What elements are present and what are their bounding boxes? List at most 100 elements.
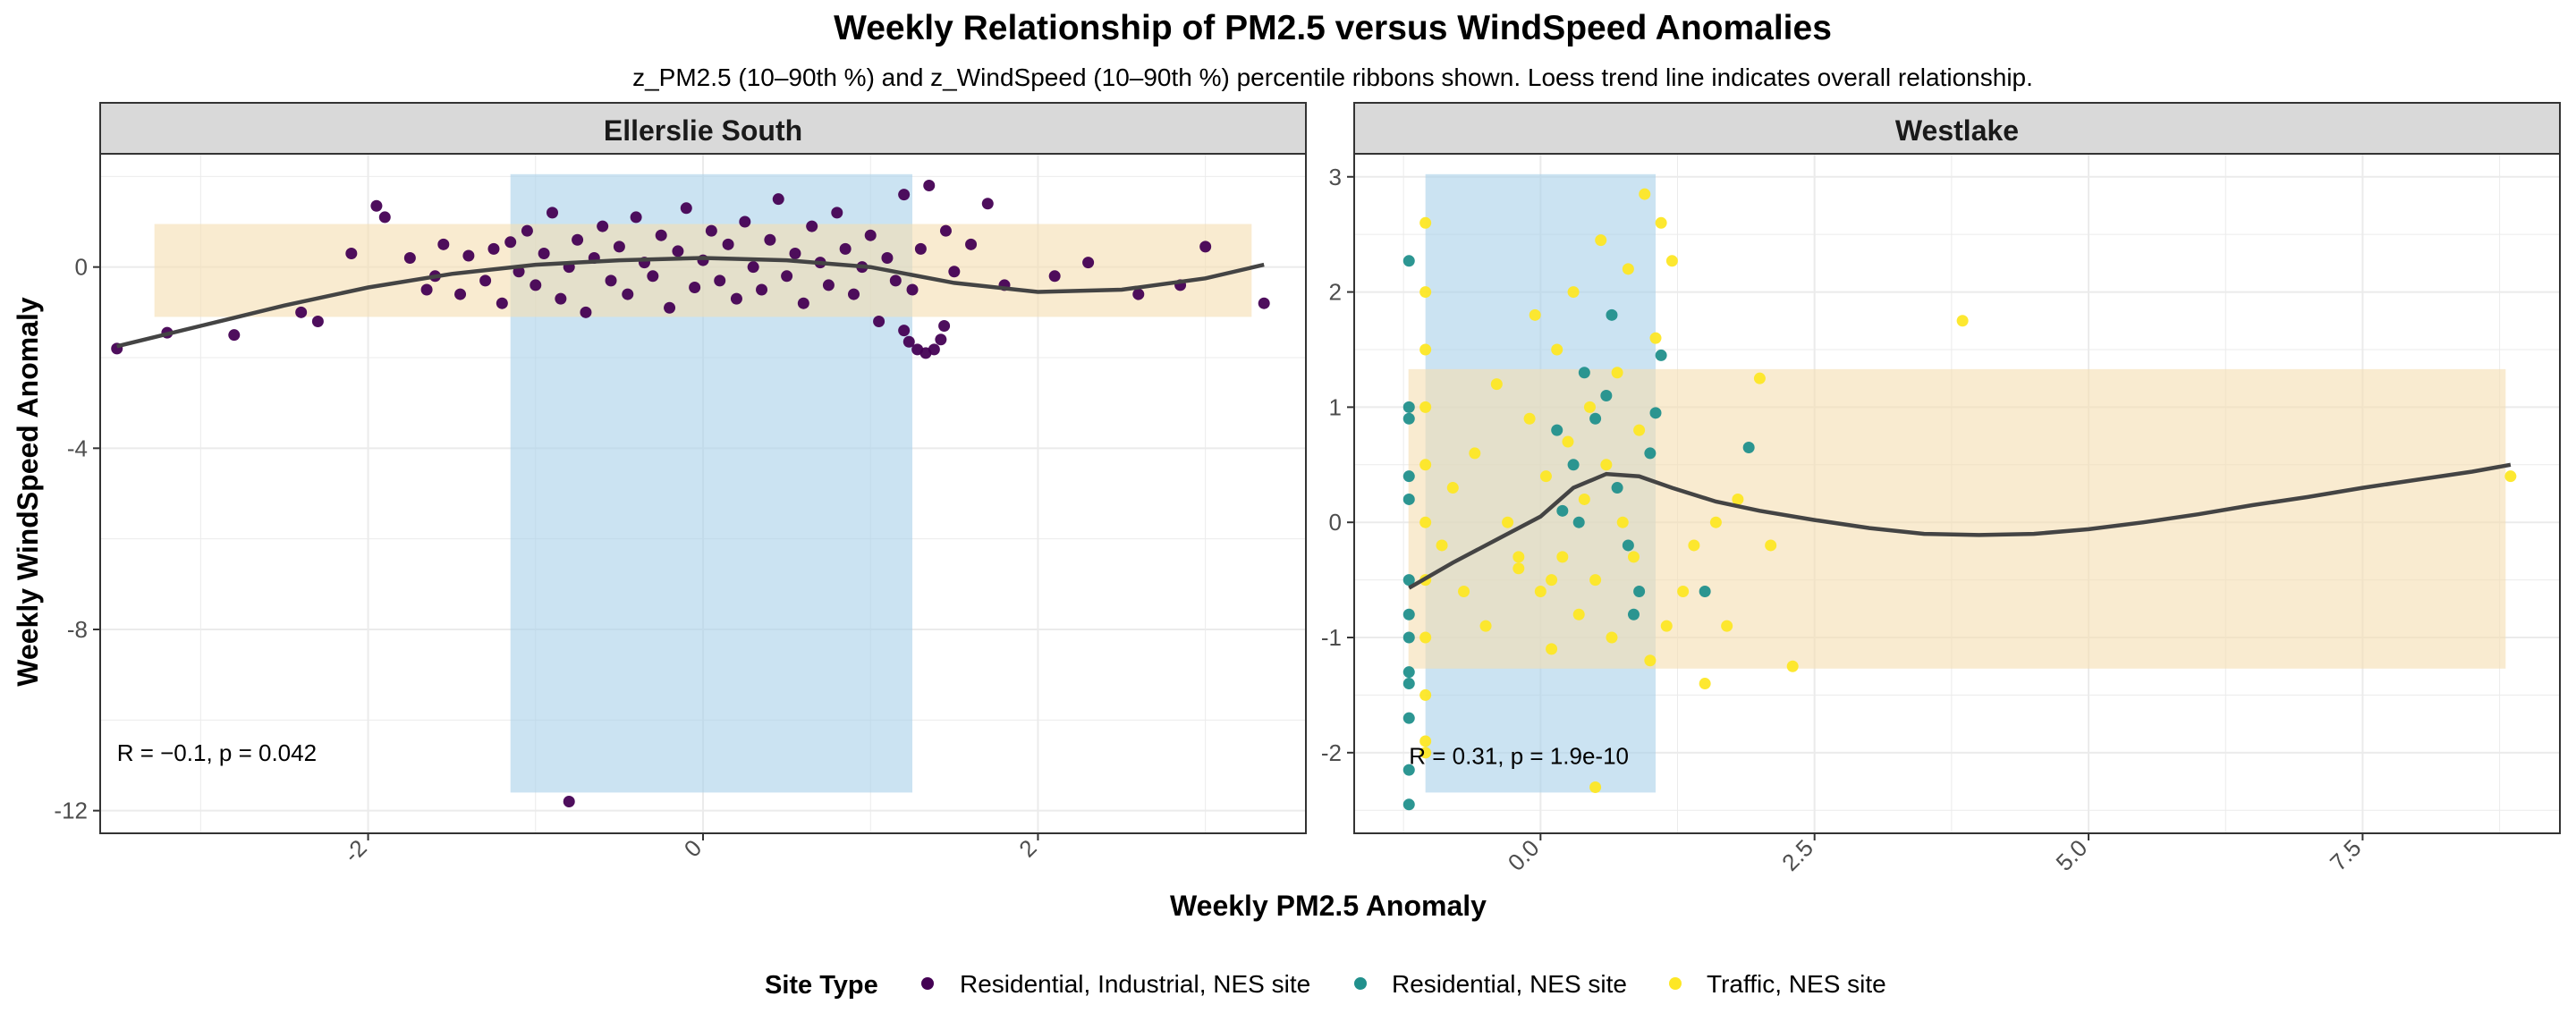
y-tick-label: 3 [1329, 164, 1342, 190]
data-point [1578, 367, 1590, 379]
legend-title: Site Type [765, 971, 878, 1000]
data-point [1402, 678, 1415, 690]
data-point [1419, 401, 1432, 413]
legend: Site Type Residential, Industrial, NES s… [765, 970, 1886, 1000]
data-point [1436, 539, 1448, 552]
data-point [1649, 407, 1662, 419]
data-point [1534, 585, 1546, 597]
data-point [403, 252, 416, 265]
data-point [454, 288, 467, 300]
data-point [1556, 551, 1569, 563]
data-point [764, 233, 776, 246]
y-tick-label: 0 [75, 254, 88, 281]
legend-label: Traffic, NES site [1707, 970, 1886, 998]
data-point [1606, 631, 1618, 644]
data-point [1402, 401, 1415, 413]
data-point [1529, 308, 1541, 321]
data-point [572, 233, 584, 246]
data-point [730, 292, 742, 305]
chart-subtitle: z_PM2.5 (10–90th %) and z_WindSpeed (10–… [632, 63, 2033, 91]
panel-strip-label: Westlake [1895, 114, 2019, 147]
data-point [1622, 539, 1634, 552]
data-point [1578, 493, 1590, 505]
data-point [1572, 608, 1585, 621]
data-point [1132, 288, 1145, 300]
data-point [806, 220, 818, 232]
data-point [1402, 631, 1415, 644]
x-tick-label: 5.0 [2051, 834, 2093, 876]
data-point [295, 306, 308, 318]
data-point [487, 242, 500, 255]
data-point [1402, 470, 1415, 483]
data-point [1402, 608, 1415, 621]
data-point [1639, 188, 1651, 200]
data-point [530, 279, 542, 291]
data-point [1753, 372, 1766, 384]
data-point [1402, 764, 1415, 776]
data-point [1699, 678, 1711, 690]
data-point [1513, 562, 1525, 575]
data-point [1627, 608, 1640, 621]
data-point [1402, 493, 1415, 505]
legend-swatch [921, 977, 934, 990]
data-point [613, 241, 625, 253]
data-point [1419, 631, 1432, 644]
data-point [864, 229, 877, 241]
data-point [228, 329, 241, 342]
data-point [1539, 470, 1552, 483]
data-point [521, 224, 533, 237]
data-point [722, 238, 734, 250]
data-point [772, 193, 784, 206]
panel-ellerslie-south: Ellerslie South R = −0.1, p = 0.042 -12 -8 -… [54, 102, 1307, 868]
data-point [1786, 660, 1799, 672]
correlation-label: R = 0.31, p = 1.9e-10 [1409, 743, 1629, 770]
data-point [1479, 620, 1492, 632]
data-point [714, 274, 726, 287]
data-point [622, 288, 634, 300]
data-point [781, 270, 793, 283]
data-point [311, 315, 324, 327]
data-point [1595, 234, 1607, 247]
data-point [923, 179, 936, 191]
data-point [1048, 270, 1061, 283]
data-point [747, 261, 759, 274]
legend-label: Residential, NES site [1392, 970, 1627, 998]
data-point [939, 224, 952, 237]
chart-title: Weekly Relationship of PM2.5 versus Wind… [834, 9, 1832, 47]
data-point [555, 292, 567, 305]
y-tick-label: 1 [1329, 393, 1342, 420]
data-point [672, 245, 684, 258]
data-point [1523, 412, 1536, 425]
data-point [1402, 255, 1415, 267]
y-tick-label: -2 [1321, 739, 1342, 766]
data-point [881, 252, 894, 265]
data-point [1633, 585, 1646, 597]
panel-strip [99, 102, 1307, 155]
data-point [664, 301, 676, 314]
data-point [1606, 308, 1618, 321]
data-point [948, 266, 961, 278]
x-tick-label: -2 [338, 834, 372, 868]
y-tick-label: -8 [67, 616, 88, 643]
panel-strip [1353, 102, 2561, 155]
panel-border [1353, 153, 2561, 834]
data-point [1732, 493, 1744, 505]
data-point [938, 320, 951, 333]
y-tick-label: -1 [1321, 624, 1342, 651]
data-point [1567, 286, 1580, 299]
data-point [2504, 470, 2517, 483]
data-point [345, 247, 358, 259]
data-point [822, 279, 835, 291]
data-point [1611, 482, 1623, 494]
panel-strip-label: Ellerslie South [604, 114, 802, 147]
data-point [965, 238, 978, 250]
data-point [1419, 735, 1432, 747]
data-point [1721, 620, 1733, 632]
data-point [1633, 424, 1646, 436]
data-point [1742, 441, 1755, 453]
data-point [538, 247, 550, 259]
data-point [462, 249, 475, 262]
data-point [1199, 241, 1212, 253]
x-axis-label: Weekly PM2.5 Anomaly [1170, 890, 1487, 922]
data-point [1616, 516, 1629, 528]
